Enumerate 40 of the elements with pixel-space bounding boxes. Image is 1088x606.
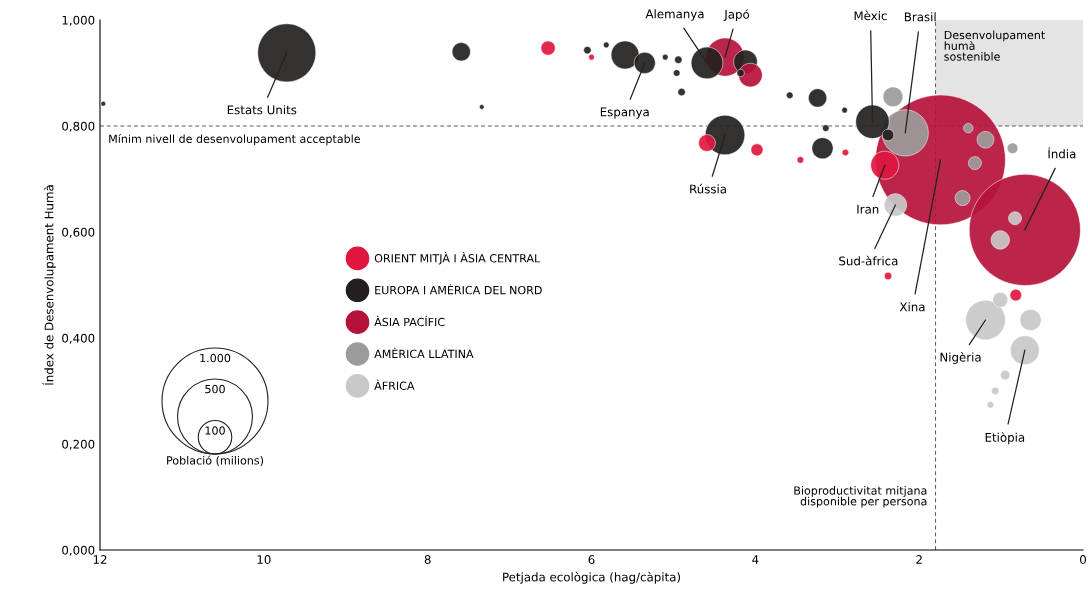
annotation: Iran [857,204,879,214]
y-tick-label: 0,200 [62,439,95,450]
legend-label: 500 [205,384,225,394]
annotation: Xina [899,302,925,312]
annotation: Espanya [600,107,649,119]
ref-line-label: Mínim nivell de desenvolupament acceptable [109,133,360,146]
x-axis-title: Petjada ecològica (hag/càpita) [503,571,681,584]
legend-label: ÀSIA PACÍFIC [374,315,445,327]
legend-label: EUROPA I AMÈRICA DEL NORD [375,283,542,295]
annotation: Brasil [904,12,936,22]
legend-label: AMÈRICA LLATINA [374,347,474,359]
annotation: Nigèria [940,352,981,364]
annotation: Etiòpia [985,432,1025,445]
annotation: Rússia [690,183,726,194]
ref-line-label: Bioproductivitat mitjana disponible per persona [794,486,927,508]
annotation: Població (milions) [167,455,264,466]
legend-label: 1.000 [200,353,231,363]
y-tick-label: 0,800 [62,121,95,132]
x-tick-label: 0 [1080,555,1086,564]
x-tick-label: 2 [916,555,922,564]
x-tick-label: 4 [752,555,759,564]
y-tick-label: 0,600 [62,227,95,238]
y-tick-label: 0,400 [62,333,95,344]
legend-label: ÀFRICA [374,379,415,390]
band-label: Desenvolupament humà sostenible [944,30,1045,61]
x-tick-label: 8 [424,555,431,564]
legend-label: ORIENT MITJÀ I ÀSIA CENTRAL [374,252,541,265]
annotation: Sud-àfrica [839,255,898,266]
x-tick-label: 6 [588,555,595,564]
annotation: Japó [723,9,750,22]
annotation: Estats Units [227,105,297,115]
legend-label: 100 [205,426,225,435]
x-tick-label: 12 [93,555,107,564]
y-tick-label: 1,000 [62,15,95,26]
annotation: Alemanya [645,9,704,21]
y-tick-label: 0,000 [62,545,95,556]
annotation: Mèxic [854,10,887,21]
annotation: Índia [1048,147,1076,159]
x-tick-label: 10 [257,555,271,564]
y-axis-title: Índex de Desenvolupament Humà [42,185,56,385]
